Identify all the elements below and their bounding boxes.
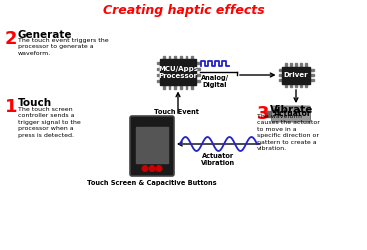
Bar [300,84,302,87]
Bar [196,80,200,82]
Text: Actuator: Actuator [274,110,312,118]
Bar [196,62,200,64]
Circle shape [142,166,148,171]
Bar [295,84,297,87]
Bar [285,63,287,66]
Bar [156,68,160,70]
Bar [290,84,292,87]
Bar [186,56,187,59]
Bar [295,63,297,66]
Bar [305,84,307,87]
Bar [163,56,165,59]
Text: The waveform
causes the actuator
to move in a
specific direction or
pattern to c: The waveform causes the actuator to move… [257,114,320,151]
Text: Creating haptic effects: Creating haptic effects [103,4,264,17]
Bar [186,85,187,88]
Bar [285,84,287,87]
FancyBboxPatch shape [130,116,174,176]
Bar [310,74,313,76]
Circle shape [156,166,162,171]
Bar [160,59,196,85]
Bar [265,111,273,117]
Bar [163,85,165,88]
Text: Analog/
Digital: Analog/ Digital [201,75,229,88]
Text: Touch: Touch [18,98,52,108]
Bar [174,85,176,88]
Circle shape [149,166,155,171]
Bar [300,63,302,66]
Bar [191,56,193,59]
Text: MCU/Apps
Processor: MCU/Apps Processor [158,66,198,78]
Bar [191,85,193,88]
Bar [136,127,168,163]
Bar [196,68,200,70]
Bar [279,69,282,71]
Bar [180,56,182,59]
Text: Generate: Generate [18,30,73,40]
Bar [290,63,292,66]
Bar [282,66,310,84]
Bar [279,74,282,76]
Bar [310,69,313,71]
Text: The touch event triggers the
processor to generate a
waveform.: The touch event triggers the processor t… [18,38,109,56]
Bar [305,63,307,66]
Bar [310,79,313,81]
Text: The touch screen
controller sends a
trigger signal to the
processor when a
press: The touch screen controller sends a trig… [18,107,81,138]
Bar [174,56,176,59]
Text: Driver: Driver [284,72,308,78]
Bar [156,80,160,82]
Text: 1: 1 [5,98,18,116]
Bar [169,85,170,88]
Text: Touch Event: Touch Event [153,109,199,115]
FancyBboxPatch shape [272,106,310,122]
Text: Touch Screen & Capacitive Buttons: Touch Screen & Capacitive Buttons [87,180,217,186]
Bar [156,74,160,76]
Text: 2: 2 [5,30,18,48]
Bar [279,79,282,81]
Bar [169,56,170,59]
Bar [180,85,182,88]
Text: 3: 3 [257,105,269,123]
Bar [156,62,160,64]
Text: Actuator
Vibration: Actuator Vibration [201,153,236,166]
Text: Vibrate: Vibrate [270,105,313,115]
Bar [196,74,200,76]
